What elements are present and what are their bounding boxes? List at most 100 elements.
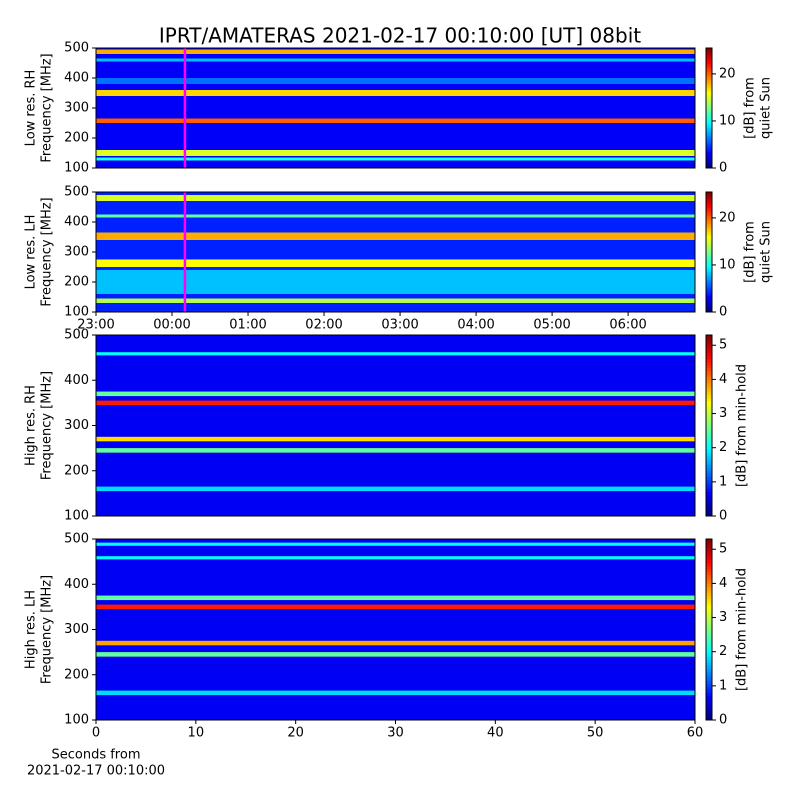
y-tick-label: 200	[64, 463, 89, 478]
figure-title: IPRT/AMATERAS 2021-02-17 00:10:00 [UT] 0…	[159, 24, 641, 48]
band	[96, 259, 695, 267]
colorbar-segment	[706, 470, 712, 475]
colorbar-segment	[706, 294, 712, 297]
colorbar-segment	[706, 258, 712, 261]
colorbar-segment	[706, 126, 712, 129]
colorbar-segment	[706, 416, 712, 420]
colorbar-segment	[706, 290, 712, 293]
colorbar-segment	[706, 707, 712, 712]
colorbar-segment	[706, 252, 712, 255]
colorbar-segment	[706, 90, 712, 93]
y-tick-label: 300	[64, 418, 89, 433]
x-tick-label: 06:00	[609, 318, 646, 333]
colorbar-segment	[706, 404, 712, 408]
colorbar-segment	[706, 422, 712, 426]
colorbar-segment	[706, 160, 712, 163]
colorbar-segment	[706, 710, 712, 715]
colorbar-segment	[706, 653, 712, 658]
colorbar-segment	[706, 270, 712, 273]
band	[96, 595, 695, 601]
colorbar-segment	[706, 282, 712, 285]
colorbar-segment	[706, 485, 712, 490]
y-tick-label: 500	[64, 328, 89, 343]
colorbar-label: [dB] from	[743, 77, 758, 139]
colorbar-segment	[706, 202, 712, 205]
colorbar-segment	[706, 144, 712, 147]
colorbar-segment	[706, 611, 712, 615]
colorbar-segment	[706, 264, 712, 267]
x-tick-label: 03:00	[381, 318, 418, 333]
colorbar-segment	[706, 569, 712, 573]
colorbar-segment	[706, 198, 712, 201]
colorbar-frame	[705, 538, 713, 721]
colorbar-segment	[706, 659, 712, 664]
colorbar-segment	[706, 671, 712, 676]
colorbar-segment	[706, 166, 712, 169]
colorbar-segment	[706, 551, 712, 555]
y-tick-label: 500	[64, 185, 89, 200]
colorbar-segment	[706, 304, 712, 307]
colorbar-segment	[706, 222, 712, 225]
colorbar-segment	[706, 66, 712, 69]
colorbar-segment	[706, 335, 712, 339]
colorbar-segment	[706, 380, 712, 384]
colorbar-segment	[706, 629, 712, 634]
colorbar-segment	[706, 437, 712, 442]
colorbar-segment	[706, 374, 712, 378]
x-axis-label: Seconds from	[51, 748, 140, 763]
colorbar-segment	[706, 128, 712, 131]
x-tick-label: 50	[587, 726, 604, 741]
colorbar-segment	[706, 96, 712, 99]
colorbar-segment	[706, 392, 712, 396]
band	[96, 195, 695, 201]
colorbar-label: quiet Sun	[759, 77, 774, 139]
colorbar-segment	[706, 218, 712, 221]
colorbar-tick-label: 20	[719, 66, 736, 81]
band	[96, 232, 695, 240]
colorbar-frame	[705, 334, 713, 517]
spectrogram-background	[96, 48, 695, 168]
colorbar-segment	[706, 356, 712, 360]
colorbar-segment	[706, 656, 712, 661]
colorbar-segment	[706, 292, 712, 295]
colorbar-segment	[706, 455, 712, 460]
colorbar-segment	[706, 232, 712, 235]
colorbar-segment	[706, 122, 712, 125]
colorbar-segment	[706, 647, 712, 652]
colorbar-segment	[706, 506, 712, 511]
colorbar-tick-label: 20	[719, 210, 736, 225]
colorbar-segment	[706, 677, 712, 682]
colorbar-segment	[706, 539, 712, 543]
colorbar-segment	[706, 212, 712, 215]
colorbar-segment	[706, 617, 712, 621]
colorbar-tick-label: 1	[719, 474, 727, 489]
colorbar-segment	[706, 80, 712, 83]
y-tick-label: 300	[64, 245, 89, 260]
colorbar-segment	[706, 156, 712, 159]
colorbar-segment	[706, 389, 712, 393]
colorbar-segment	[706, 602, 712, 606]
colorbar-segment	[706, 148, 712, 151]
colorbar-segment	[706, 623, 712, 627]
band	[96, 690, 695, 696]
colorbar-tick-label: 0	[719, 713, 727, 728]
y-tick-label: 400	[64, 577, 89, 592]
colorbar-segment	[706, 302, 712, 305]
colorbar-tick-label: 5	[719, 542, 727, 557]
x-tick-label: 40	[487, 726, 504, 741]
colorbar-segment	[706, 224, 712, 227]
colorbar-segment	[706, 256, 712, 259]
y-tick-label: 200	[64, 131, 89, 146]
band	[96, 118, 695, 123]
colorbar-segment	[706, 254, 712, 257]
colorbar-tick-label: 2	[719, 440, 727, 455]
y-tick-label: 300	[64, 622, 89, 637]
colorbar-segment	[706, 234, 712, 237]
colorbar-segment	[706, 698, 712, 703]
colorbar-segment	[706, 110, 712, 113]
colorbar-segment	[706, 276, 712, 279]
colorbar-segment	[706, 274, 712, 277]
colorbar-segment	[706, 578, 712, 582]
band	[96, 640, 695, 646]
y-tick-label: 300	[64, 101, 89, 116]
